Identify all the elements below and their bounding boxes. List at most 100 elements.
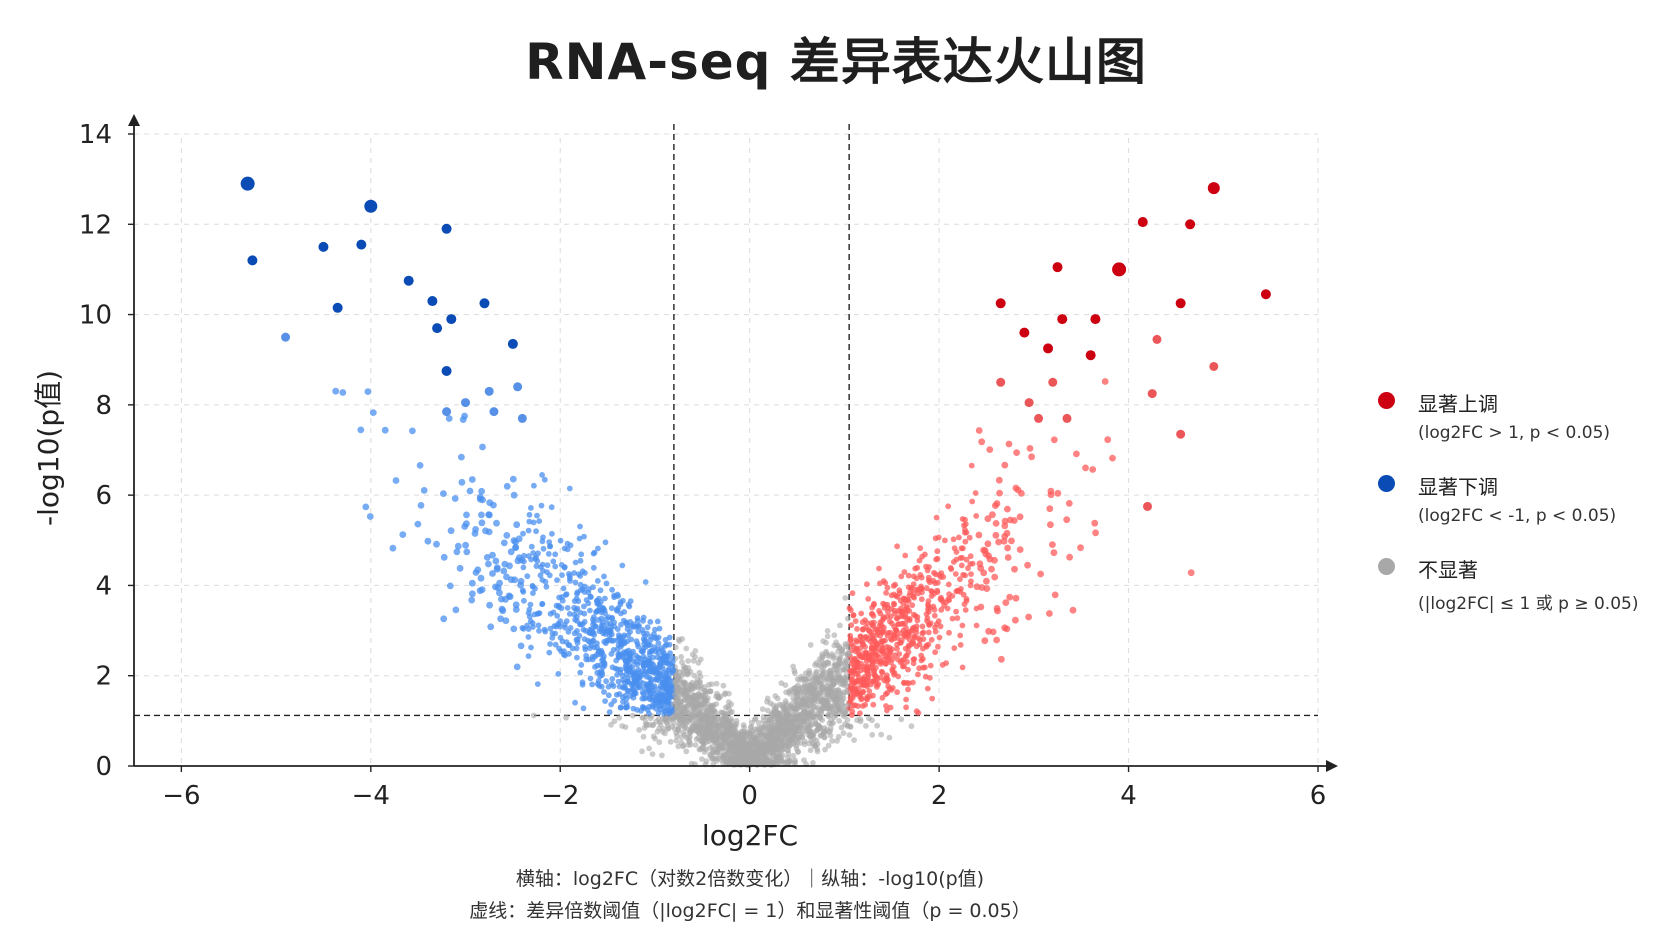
data-point — [675, 743, 682, 750]
data-point — [826, 729, 832, 735]
data-point — [690, 696, 697, 703]
data-point — [588, 630, 595, 637]
data-point — [973, 622, 980, 629]
data-point — [1046, 610, 1053, 617]
data-point — [791, 723, 798, 730]
data-point — [846, 605, 853, 612]
data-point — [833, 707, 840, 714]
data-point — [962, 538, 969, 545]
data-point — [642, 685, 648, 692]
data-point — [652, 626, 658, 633]
data-point — [630, 705, 637, 712]
data-point — [833, 712, 839, 719]
data-point — [562, 652, 568, 659]
data-point — [892, 631, 899, 638]
data-point — [796, 717, 803, 724]
data-point — [808, 737, 815, 744]
data-point — [689, 687, 695, 693]
data-point — [625, 601, 632, 608]
data-point — [876, 565, 882, 572]
data-point — [865, 596, 872, 602]
data-point — [957, 632, 964, 639]
data-point — [417, 502, 425, 509]
legend-item-up: 显著上调 (log2FC > 1, p < 0.05) — [1378, 388, 1668, 471]
data-point — [618, 610, 624, 617]
up-point-14 — [1209, 361, 1219, 371]
data-point — [767, 747, 774, 753]
data-point — [468, 476, 476, 483]
data-point — [977, 603, 985, 611]
data-point — [611, 718, 618, 725]
data-point — [525, 634, 532, 640]
data-point — [600, 630, 607, 637]
data-point — [952, 571, 959, 577]
data-point — [613, 657, 620, 664]
data-point — [718, 734, 725, 741]
data-point — [680, 690, 687, 697]
data-point — [758, 724, 764, 731]
data-point — [807, 684, 814, 691]
data-point — [946, 629, 952, 636]
y-tick-label: 4 — [95, 571, 112, 601]
data-point — [794, 696, 801, 702]
data-point — [608, 637, 615, 644]
data-point — [366, 513, 374, 520]
data-point — [468, 596, 476, 604]
data-point — [573, 645, 580, 652]
data-point — [968, 462, 975, 469]
data-point — [649, 702, 656, 709]
data-point — [873, 645, 880, 652]
data-point — [995, 538, 1002, 546]
data-point — [1026, 445, 1034, 452]
data-point — [683, 645, 690, 652]
data-point — [525, 626, 532, 632]
data-point — [853, 637, 859, 644]
data-point — [925, 577, 932, 584]
data-point — [691, 672, 697, 679]
data-point — [883, 661, 889, 667]
data-point — [710, 714, 717, 721]
data-point — [500, 539, 508, 547]
data-point — [521, 552, 527, 559]
data-point — [930, 603, 937, 610]
data-point — [857, 718, 864, 725]
data-point — [661, 708, 668, 715]
data-point — [707, 724, 714, 731]
up-point-22 — [1143, 501, 1153, 511]
data-point — [767, 735, 773, 742]
data-point — [486, 601, 493, 609]
up-point-15 — [996, 377, 1006, 387]
data-point — [957, 576, 963, 583]
data-point — [958, 562, 965, 569]
data-point — [961, 522, 967, 529]
data-point — [577, 669, 584, 676]
data-point — [1028, 453, 1035, 461]
data-point — [958, 585, 964, 592]
data-point — [968, 578, 974, 585]
data-point — [782, 731, 788, 738]
data-point — [674, 733, 680, 739]
data-point — [810, 714, 816, 721]
data-point — [493, 564, 501, 571]
data-point — [617, 651, 624, 658]
data-point — [831, 653, 837, 660]
data-point — [919, 630, 926, 637]
data-point — [601, 689, 607, 695]
data-point — [520, 530, 526, 537]
data-point — [512, 601, 520, 609]
data-point — [886, 655, 892, 662]
data-point — [582, 644, 588, 650]
data-point — [844, 689, 851, 696]
data-point — [463, 548, 471, 556]
data-point — [969, 560, 976, 567]
data-point — [513, 663, 521, 671]
data-point — [616, 683, 623, 690]
data-point — [447, 527, 455, 535]
data-point — [785, 708, 791, 714]
data-point — [913, 629, 920, 636]
data-point — [1000, 537, 1008, 545]
data-point — [614, 606, 620, 613]
data-point — [834, 669, 840, 675]
data-point — [493, 519, 500, 527]
data-point — [914, 564, 921, 571]
